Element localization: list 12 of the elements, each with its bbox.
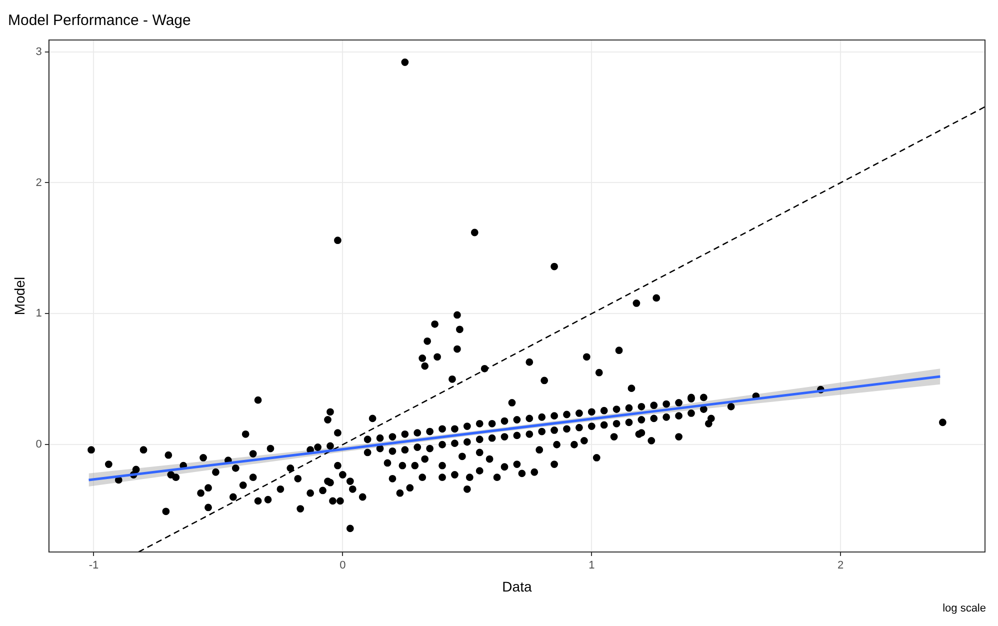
x-tick-label: 0: [340, 560, 346, 572]
y-tick-label: 0: [36, 438, 42, 451]
x-tick-label: 1: [588, 560, 595, 572]
x-axis-title: Data: [502, 578, 532, 594]
y-tick-label: 3: [36, 46, 42, 58]
x-tick-label: -1: [88, 560, 99, 572]
y-tick-label: 1: [36, 308, 42, 320]
y-axis-title: Model: [11, 276, 28, 316]
text: log scale: [942, 602, 986, 615]
y-tick-label: 2: [36, 176, 42, 189]
chart-title: Model Performance - Wage: [8, 12, 191, 30]
x-tick-label: 2: [838, 560, 844, 572]
